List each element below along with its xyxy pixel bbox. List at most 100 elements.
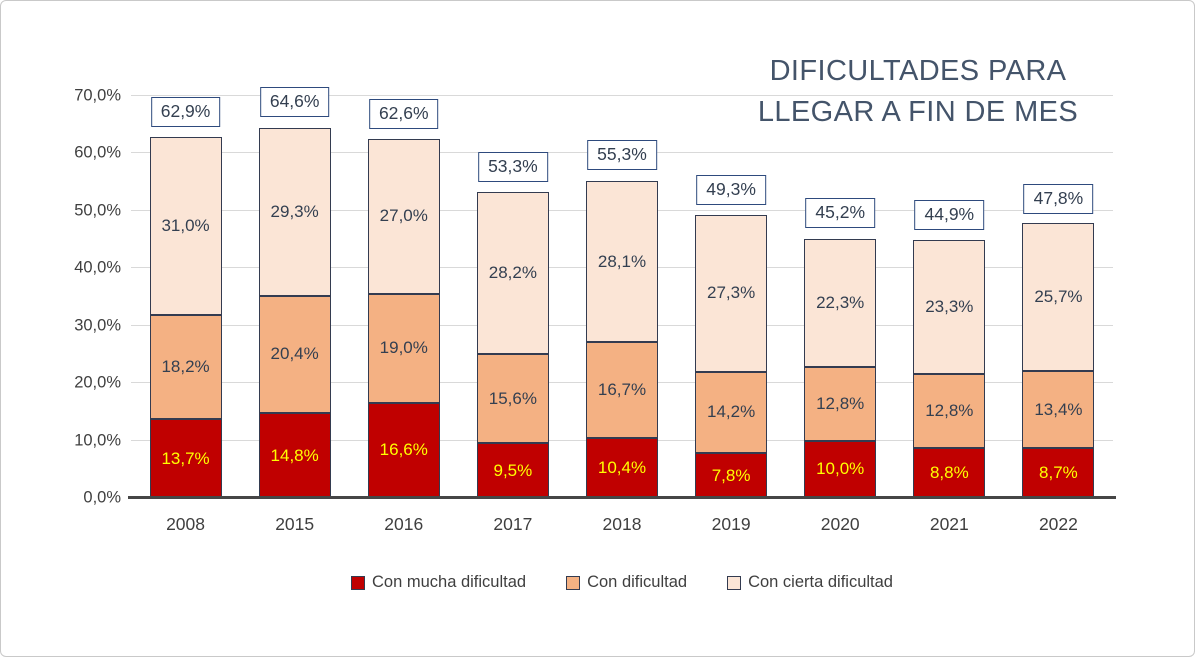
total-label-2008: 62,9%: [150, 96, 221, 127]
segment-label-con-mucha-dificultad-2008: 13,7%: [161, 448, 210, 468]
segment-con-dificultad-2018: 16,7%: [585, 342, 658, 439]
bar-column-2015: 64,6% 29,3% 20,4% 14,8%: [240, 87, 349, 498]
bar-stack-2020: 22,3% 12,8% 10,0%: [804, 239, 877, 498]
legend-swatch-con-mucha-dificultad: [351, 575, 365, 590]
x-axis-label-2008: 2008: [166, 514, 206, 534]
y-axis-labels: 0,0% 10,0% 20,0% 30,0% 40,0% 50,0% 60,0% 70,0%: [11, 87, 121, 507]
x-axis-label-2016: 2016: [384, 514, 424, 534]
segment-label-con-mucha-dificultad-2016: 16,6%: [379, 440, 428, 460]
segment-con-cierta-dificultad-2015: 29,3%: [258, 127, 331, 296]
total-label-2022: 47,8%: [1023, 183, 1094, 214]
segment-con-cierta-dificultad-2008: 31,0%: [149, 136, 222, 315]
total-label-2020: 45,2%: [805, 198, 876, 229]
segment-con-mucha-dificultad-2015: 14,8%: [258, 413, 331, 498]
bar-stack-2016: 27,0% 19,0% 16,6%: [367, 138, 440, 498]
segment-label-con-cierta-dificultad-2016: 27,0%: [379, 206, 428, 226]
segment-label-con-dificultad-2019: 14,2%: [706, 402, 756, 422]
segment-con-mucha-dificultad-2016: 16,6%: [367, 402, 440, 498]
y-tick-label-70: 70,0%: [74, 86, 121, 105]
segment-con-mucha-dificultad-2008: 13,7%: [149, 419, 222, 498]
segment-label-con-cierta-dificultad-2018: 28,1%: [597, 251, 647, 271]
legend-item-con-dificultad: Con dificultad: [566, 573, 687, 592]
segment-con-mucha-dificultad-2021: 8,8%: [913, 447, 986, 498]
bar-column-2020: 45,2% 22,3% 12,8% 10,0%: [786, 96, 895, 498]
bar-stack-2008: 31,0% 18,2% 13,7%: [149, 136, 222, 498]
segment-con-dificultad-2020: 12,8%: [804, 367, 877, 441]
bar-stack-2018: 28,1% 16,7% 10,4%: [585, 181, 658, 498]
legend-item-con-cierta-dificultad: Con cierta dificultad: [727, 573, 893, 592]
bar-column-2021: 44,9% 23,3% 12,8% 8,8%: [895, 96, 1004, 498]
y-tick-label-30: 30,0%: [74, 316, 121, 335]
y-tick-label-60: 60,0%: [74, 143, 121, 162]
segment-label-con-dificultad-2015: 20,4%: [270, 344, 319, 364]
y-tick-label-20: 20,0%: [74, 373, 121, 392]
segment-label-con-dificultad-2017: 15,6%: [488, 388, 537, 408]
total-label-2018: 55,3%: [587, 140, 657, 171]
grid-line-70: [131, 95, 1113, 96]
segment-con-cierta-dificultad-2022: 25,7%: [1022, 223, 1095, 371]
x-axis-label-2017: 2017: [493, 514, 533, 534]
segment-con-cierta-dificultad-2020: 22,3%: [804, 239, 877, 368]
x-axis-label-2018: 2018: [602, 514, 642, 534]
segment-con-mucha-dificultad-2020: 10,0%: [804, 440, 877, 498]
y-tick-label-10: 10,0%: [74, 431, 121, 450]
y-tick-label-50: 50,0%: [74, 201, 121, 220]
bar-column-2008: 62,9% 31,0% 18,2% 13,7%: [131, 96, 240, 498]
segment-con-dificultad-2021: 12,8%: [913, 374, 986, 448]
segment-label-con-cierta-dificultad-2008: 31,0%: [161, 215, 210, 235]
segment-label-con-cierta-dificultad-2017: 28,2%: [488, 262, 537, 282]
bar-stack-2015: 29,3% 20,4% 14,8%: [258, 127, 331, 498]
segment-label-con-cierta-dificultad-2021: 23,3%: [925, 297, 974, 317]
segment-label-con-cierta-dificultad-2015: 29,3%: [270, 201, 319, 221]
bar-stack-2022: 25,7% 13,4% 8,7%: [1022, 223, 1095, 498]
chart-title-line2: LLEGAR A FIN DE MES: [757, 95, 1079, 128]
legend-item-con-mucha-dificultad: Con mucha dificultad: [351, 573, 526, 592]
segment-label-con-dificultad-2022: 13,4%: [1034, 399, 1083, 419]
segment-con-dificultad-2016: 19,0%: [367, 293, 440, 403]
segment-label-con-mucha-dificultad-2022: 8,7%: [1039, 463, 1078, 482]
segment-label-con-mucha-dificultad-2018: 10,4%: [597, 458, 647, 478]
legend-swatch-con-dificultad: [566, 575, 581, 590]
segment-label-con-cierta-dificultad-2022: 25,7%: [1034, 287, 1083, 307]
legend: Con mucha dificultad Con dificultad Con ci…: [131, 573, 1113, 592]
bar-column-2019: 49,3% 27,3% 14,2% 7,8%: [677, 96, 786, 498]
segment-con-dificultad-2017: 15,6%: [476, 353, 549, 444]
segment-con-dificultad-2019: 14,2%: [695, 371, 768, 454]
segment-label-con-cierta-dificultad-2020: 22,3%: [816, 293, 865, 313]
chart-title: DIFICULTADES PARA LLEGAR A FIN DE MES: [719, 51, 1117, 132]
segment-con-mucha-dificultad-2022: 8,7%: [1022, 448, 1095, 498]
segment-label-con-dificultad-2020: 12,8%: [816, 393, 865, 413]
segment-label-con-mucha-dificultad-2017: 9,5%: [493, 460, 533, 480]
bar-stack-2021: 23,3% 12,8% 8,8%: [913, 240, 986, 498]
plot-area: 62,9% 31,0% 18,2% 13,7% 64,6% 29,3% 20,4% 14,8%…: [128, 87, 1116, 499]
x-axis-label-2020: 2020: [820, 514, 860, 534]
segment-con-cierta-dificultad-2016: 27,0%: [367, 138, 440, 294]
segment-con-mucha-dificultad-2019: 7,8%: [695, 453, 768, 498]
segment-con-cierta-dificultad-2021: 23,3%: [913, 240, 986, 374]
segment-label-con-mucha-dificultad-2019: 7,8%: [711, 465, 751, 485]
total-label-2019: 49,3%: [696, 174, 766, 205]
bar-column-2017: 53,3% 28,2% 15,6% 9,5%: [458, 96, 567, 498]
y-tick-label-40: 40,0%: [74, 258, 121, 277]
total-label-2016: 62,6%: [368, 98, 439, 129]
segment-con-dificultad-2022: 13,4%: [1022, 371, 1095, 448]
bar-stack-2017: 28,2% 15,6% 9,5%: [476, 191, 549, 498]
segment-con-dificultad-2008: 18,2%: [149, 314, 222, 420]
segment-con-cierta-dificultad-2018: 28,1%: [585, 181, 658, 343]
total-label-2015: 64,6%: [259, 87, 330, 118]
segment-con-mucha-dificultad-2018: 10,4%: [585, 438, 658, 498]
legend-label-con-mucha-dificultad: Con mucha dificultad: [372, 573, 527, 591]
segment-label-con-dificultad-2016: 19,0%: [379, 338, 428, 358]
total-label-2017: 53,3%: [478, 151, 548, 182]
legend-swatch-con-cierta-dificultad: [727, 575, 742, 590]
segment-con-cierta-dificultad-2017: 28,2%: [476, 191, 549, 354]
x-axis-label-2015: 2015: [275, 514, 315, 534]
x-axis-labels: 2008 2015 2016 2017 2018 2019 2020 2021 2022: [131, 514, 1113, 535]
x-axis-label-2019: 2019: [711, 514, 751, 534]
segment-label-con-dificultad-2021: 12,8%: [925, 400, 974, 420]
bar-column-2022: 47,8% 25,7% 13,4% 8,7%: [1004, 96, 1113, 498]
x-axis-label-2021: 2021: [929, 514, 969, 534]
total-label-2021: 44,9%: [914, 200, 985, 231]
y-tick-label-0: 0,0%: [83, 488, 121, 507]
